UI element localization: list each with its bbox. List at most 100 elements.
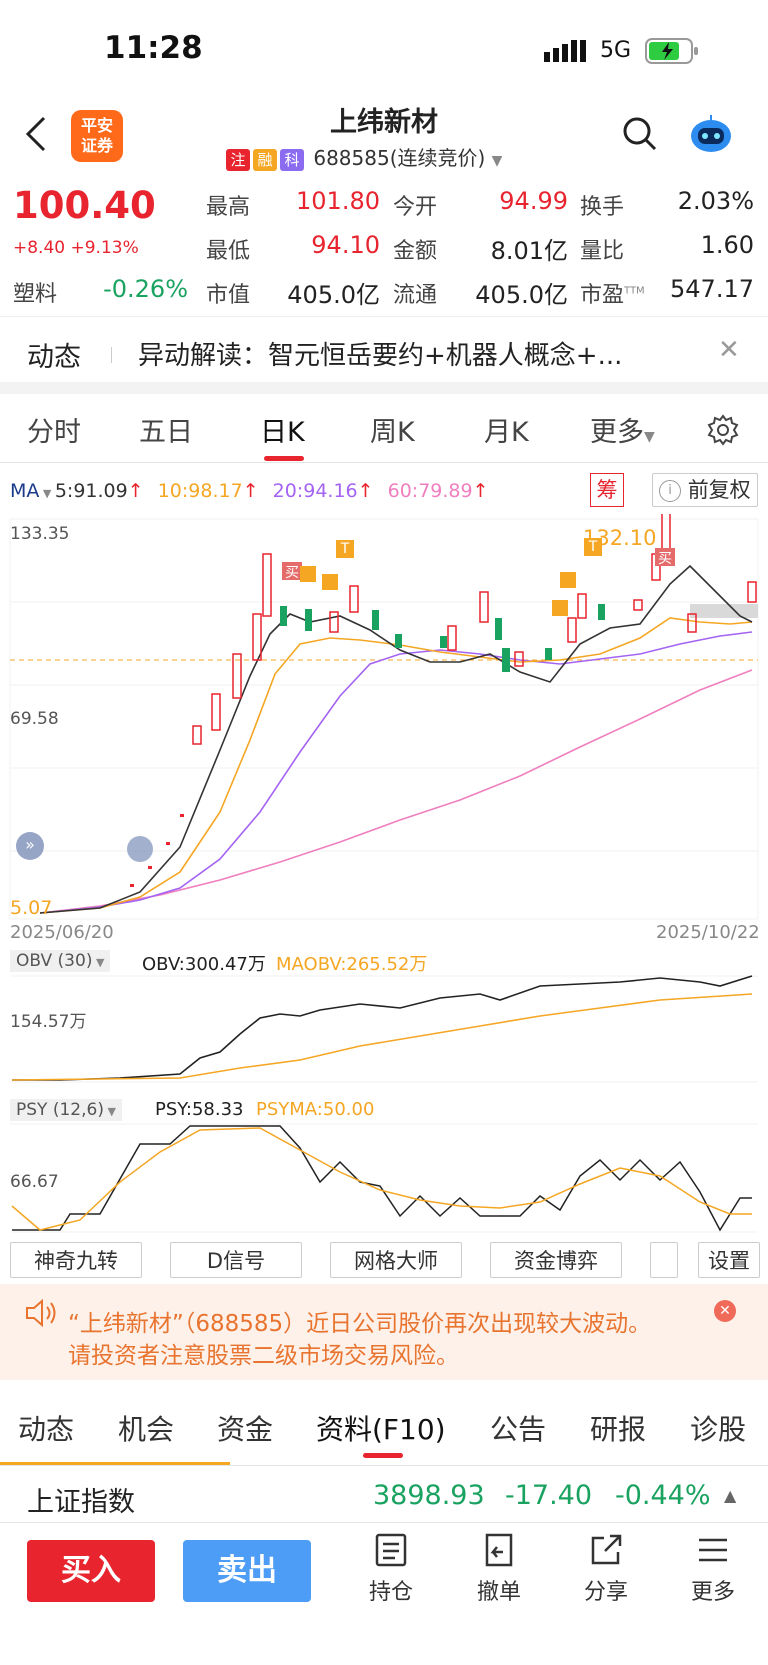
quote-value-high: 101.80 xyxy=(296,187,380,215)
expand-up-icon[interactable]: ▲ xyxy=(724,1486,737,1505)
ma20-value: 20:94.16 xyxy=(272,480,358,502)
bottom-tab-dongtai[interactable]: 动态 xyxy=(18,1413,75,1446)
expand-icon[interactable]: » xyxy=(25,835,35,854)
bottom-tab-yanbao[interactable]: 研报 xyxy=(590,1413,647,1446)
battery-icon xyxy=(645,36,701,70)
bottom-tab-zijin[interactable]: 资金 xyxy=(217,1413,274,1446)
maobv-value: MAOBV:265.52万 xyxy=(276,954,428,975)
tool-fund-game[interactable]: 资金博弈 xyxy=(490,1242,622,1278)
tab-rik[interactable]: 日K xyxy=(260,417,305,448)
bottom-tab-jihui[interactable]: 机会 xyxy=(118,1413,175,1446)
candle-down xyxy=(495,618,502,640)
sector-change: -0.26% xyxy=(103,275,188,303)
news-label: 动态 xyxy=(27,342,81,373)
obv-selector[interactable]: OBV (30) ▼ xyxy=(10,950,111,972)
quote-value-volratio: 1.60 xyxy=(700,231,754,259)
list-doc-icon xyxy=(375,1533,407,1567)
dropdown-icon: ▼ xyxy=(644,429,655,445)
share-icon xyxy=(591,1534,622,1565)
index-name[interactable]: 上证指数 xyxy=(27,1487,135,1518)
tab-more[interactable]: 更多▼ xyxy=(590,417,655,448)
search-icon[interactable] xyxy=(622,116,658,156)
back-icon[interactable] xyxy=(24,116,48,156)
date-start: 2025/06/20 xyxy=(10,922,114,943)
menu-icon xyxy=(699,1538,727,1562)
psy-selector[interactable]: PSY (12,6) ▼ xyxy=(10,1099,122,1121)
quote-label-low: 最低 xyxy=(206,239,251,264)
quote-value-open: 94.99 xyxy=(499,187,568,215)
tab-wuri[interactable]: 五日 xyxy=(139,417,193,448)
candle-up xyxy=(577,593,587,619)
dropdown-icon: ▼ xyxy=(491,153,503,169)
bottom-tab-zhengu[interactable]: 诊股 xyxy=(690,1413,747,1446)
tab-active-indicator xyxy=(264,456,304,461)
close-icon[interactable]: ✕ xyxy=(718,335,740,365)
quote-value-float: 405.0亿 xyxy=(475,281,568,309)
hold-button[interactable]: 持仓 xyxy=(356,1532,426,1606)
quote-label-open: 今开 xyxy=(393,195,438,220)
buy-button[interactable]: 买入 xyxy=(27,1540,155,1602)
kline-chart[interactable] xyxy=(0,514,768,926)
sell-button[interactable]: 卖出 xyxy=(183,1540,311,1602)
dropdown-icon: ▼ xyxy=(39,487,55,500)
quote-label-high: 最高 xyxy=(206,195,251,220)
gear-icon[interactable] xyxy=(707,414,739,450)
chips-button[interactable]: 筹 xyxy=(590,473,624,507)
close-icon[interactable]: ✕ xyxy=(714,1300,736,1322)
price-change: +8.40 +9.13% xyxy=(13,238,139,258)
psyma-value: PSYMA:50.00 xyxy=(256,1099,375,1120)
candle-up xyxy=(329,611,339,633)
bottom-tab-f10[interactable]: 资料(F10) xyxy=(316,1413,446,1446)
date-end: 2025/10/22 xyxy=(656,922,760,943)
kline-y-low: 5.07 xyxy=(10,897,53,919)
buy-mark: 买 xyxy=(285,565,299,581)
cancel-order-button[interactable]: 撤单 xyxy=(464,1532,534,1606)
adjust-button[interactable]: i 前复权 xyxy=(652,473,758,507)
ma10-value: 10:98.17 xyxy=(157,480,243,502)
warning-line1: “上纬新材”（688585）近日公司股价再次出现较大波动。 xyxy=(68,1311,652,1337)
quote-label-mktcap: 市值 xyxy=(206,283,251,308)
candle-up xyxy=(349,585,359,613)
candle-up xyxy=(211,693,221,731)
sector-label[interactable]: 塑料 xyxy=(13,282,58,307)
psy-chart xyxy=(10,1123,758,1233)
news-text[interactable]: 异动解读：智元恒岳要约+机器人概念+... xyxy=(138,341,623,371)
candle-up xyxy=(232,653,242,699)
quote-label-volratio: 量比 xyxy=(580,239,625,264)
quote-value-mktcap: 405.0亿 xyxy=(287,281,380,309)
tool-magic-nine[interactable]: 神奇九转 xyxy=(10,1242,142,1278)
news-bar[interactable]: 动态 异动解读：智元恒岳要约+机器人概念+... ✕ xyxy=(0,316,768,383)
psy-y-label: 66.67 xyxy=(10,1172,59,1192)
tool-d-signal[interactable]: D信号 xyxy=(170,1242,302,1278)
share-button[interactable]: 分享 xyxy=(571,1532,641,1606)
obv-y-label: 154.57万 xyxy=(10,1012,87,1032)
tab-yuek[interactable]: 月K xyxy=(484,417,529,448)
obv-value: OBV:300.47万 xyxy=(142,954,266,975)
robot-assistant-icon[interactable] xyxy=(688,114,734,158)
candle-down xyxy=(440,636,447,648)
quote-value-low: 94.10 xyxy=(311,231,380,259)
ma-label[interactable]: MA xyxy=(10,480,40,502)
stock-code-row[interactable]: 注融科 688585(连续竞价) ▼ xyxy=(226,142,502,171)
stock-name: 上纬新材 xyxy=(330,107,438,138)
candle-down xyxy=(372,610,379,630)
ma5-value: 5:91.09 xyxy=(54,480,128,502)
bottom-tab-gonggao[interactable]: 公告 xyxy=(490,1413,547,1446)
kline-max-label: 132.10 xyxy=(583,526,657,550)
quote-label-turnover: 换手 xyxy=(580,195,625,220)
tool-grid-master[interactable]: 网格大师 xyxy=(330,1242,462,1278)
tool-empty[interactable] xyxy=(650,1242,678,1278)
bottom-tab-indicator xyxy=(363,1453,403,1458)
more-button[interactable]: 更多 xyxy=(678,1532,748,1606)
stock-code: 688585(连续竞价) xyxy=(313,146,486,170)
tab-fenshi[interactable]: 分时 xyxy=(27,417,81,448)
undo-doc-icon xyxy=(485,1533,513,1567)
section-gap xyxy=(0,382,768,394)
tool-settings[interactable]: 设置 xyxy=(698,1242,760,1278)
bottom-tabs-divider xyxy=(0,1465,768,1466)
quote-value-turnover: 2.03% xyxy=(677,187,754,215)
tab-zhouk[interactable]: 周K xyxy=(370,417,415,448)
t-mark-recent: T xyxy=(588,539,598,555)
quote-label-pe: 市盈TTM xyxy=(580,283,645,308)
kline-y-mid: 69.58 xyxy=(10,709,59,729)
